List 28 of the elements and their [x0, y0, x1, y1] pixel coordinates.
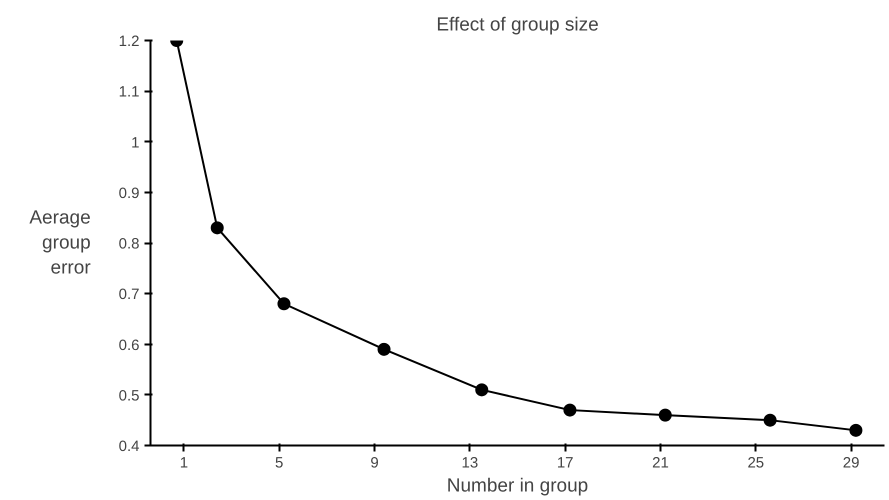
y-tick-label: 1.2 [118, 33, 140, 50]
x-tick-label: 13 [461, 454, 478, 472]
y-tick-label: 0.5 [118, 387, 140, 404]
x-tick-label: 9 [370, 454, 379, 472]
chart-title: Effect of group size [436, 14, 599, 36]
y-tick-label: 0.7 [118, 286, 140, 304]
point [210, 221, 224, 234]
y-tick-label: 1.1 [118, 84, 140, 101]
x-tick-label: 21 [652, 454, 669, 472]
x-tick-label: 25 [747, 454, 764, 472]
y-tick-label: 0.9 [118, 184, 140, 202]
point [764, 414, 777, 427]
point [563, 404, 576, 417]
x-axis-title: Number in group [446, 476, 588, 496]
y-axis-title: Aerage group error [29, 207, 92, 279]
x-tick-label: 29 [842, 454, 860, 472]
x-tick-label: 17 [556, 454, 574, 472]
y-tick-label: 0.6 [118, 336, 140, 354]
point [658, 408, 672, 422]
y-tick-label: 0.4 [118, 438, 140, 455]
y-tick-label: 0.8 [118, 236, 140, 252]
point [378, 342, 391, 356]
x-tick-label: 1 [180, 454, 188, 472]
point [849, 424, 862, 437]
point [277, 297, 290, 310]
point [475, 383, 488, 396]
y-tick-label: 1 [131, 134, 140, 152]
x-tick-label: 5 [275, 454, 284, 472]
